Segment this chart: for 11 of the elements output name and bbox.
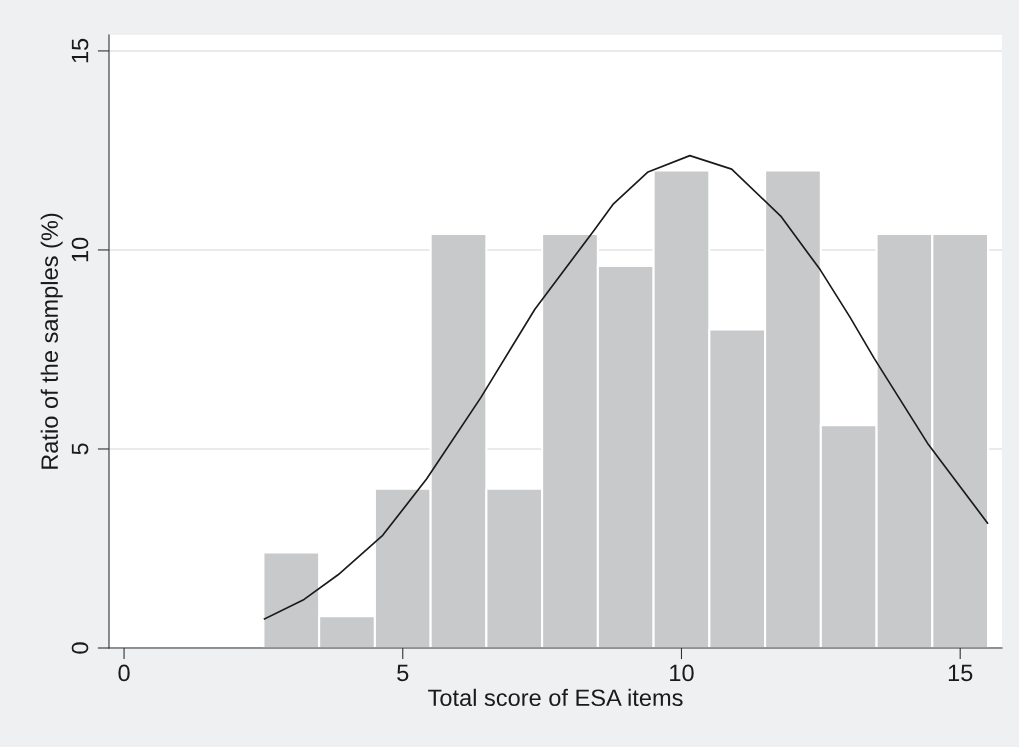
y-tick-label: 15 — [71, 38, 89, 63]
x-tick-label: 5 — [397, 664, 409, 682]
y-tick-label: 0 — [71, 642, 89, 654]
y-axis-title: Ratio of the samples (%) — [40, 213, 63, 469]
x-tick-label: 0 — [118, 664, 130, 682]
y-tick-label: 5 — [71, 443, 89, 455]
line-series — [263, 154, 989, 620]
y-tick-label: 10 — [71, 237, 89, 262]
x-axis-title: Total score of ESA items — [428, 688, 683, 707]
x-tick-label: 15 — [948, 664, 973, 682]
x-tick-label: 10 — [670, 664, 694, 682]
